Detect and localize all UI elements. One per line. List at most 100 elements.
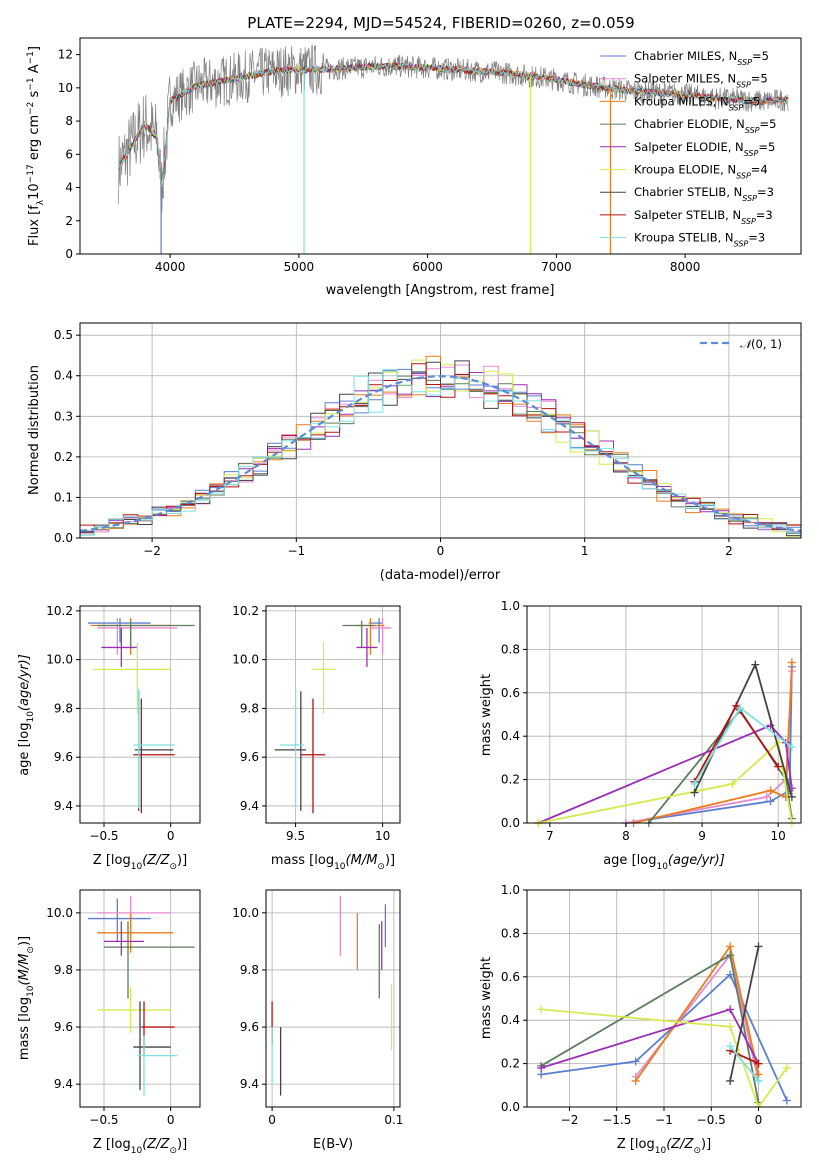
series-line (634, 944, 760, 1082)
axes-frame (265, 889, 401, 1108)
x-axis-label: Z [log10(Z/Z⊙)] (93, 1137, 187, 1156)
axes-frame (526, 889, 802, 1108)
series-marker (754, 1059, 763, 1068)
y-tick-label: 0.4 (54, 369, 73, 383)
y-tick-label: 0 (65, 247, 73, 261)
y-tick-label: 9.4 (240, 1077, 259, 1091)
legend-label: Chabrier ELODIE, NSSP=5 (634, 117, 776, 135)
y-tick-label: 9.6 (54, 750, 73, 764)
series-marker (762, 792, 771, 801)
x-tick-label: −1 (287, 544, 305, 558)
x-axis-label: Z [log10(Z/Z⊙)] (93, 853, 187, 872)
x-tick-label: 6000 (412, 260, 443, 274)
series-marker (690, 788, 699, 797)
x-tick-label: 9.5 (286, 829, 305, 843)
y-tick-label: 0.3 (54, 409, 73, 423)
y-tick-label: 0.2 (501, 1057, 520, 1071)
x-tick-label: 10 (375, 829, 390, 843)
axes-frame (526, 605, 802, 824)
series-marker (754, 1076, 763, 1085)
series-marker (766, 786, 775, 795)
x-tick-label: 8000 (670, 260, 701, 274)
y-tick-label: 9.4 (54, 799, 73, 813)
x-tick-label: 5000 (284, 260, 315, 274)
y-tick-label: 0.6 (501, 970, 520, 984)
y-tick-label: 0.0 (501, 1100, 520, 1114)
x-axis-label: E(B-V) (313, 1137, 353, 1152)
y-tick-label: 0.8 (501, 926, 520, 940)
plot-area (88, 618, 195, 814)
legend-label: Salpeter ELODIE, NSSP=5 (634, 140, 775, 158)
y-tick-label: 10.0 (46, 653, 73, 667)
x-tick-label: −0.5 (697, 1113, 726, 1127)
legend-label: Chabrier MILES, NSSP=5 (634, 49, 769, 67)
series-marker (537, 1005, 546, 1014)
series-marker (754, 942, 763, 951)
series-marker (751, 660, 760, 669)
y-tick-label: 9.6 (240, 1020, 259, 1034)
series-marker (726, 951, 735, 960)
panel-mass-vs-Z: −0.5 0 9.4 9.6 9.8 10.0 Z [log10(Z/Z⊙)] mass [l… (17, 889, 201, 1156)
series-line (633, 662, 793, 824)
x-axis-label: age [log10(age/yr)] (603, 853, 725, 872)
axes-frame (265, 605, 401, 824)
panel-age-vs-mass: 9.5 10 9.4 9.6 9.8 10.0 10.2 mass [log10(M/M⊙)] (232, 604, 401, 872)
x-tick-label: 10 (771, 829, 786, 843)
y-tick-label: 10.2 (46, 604, 73, 618)
y-axis-label: Flux [fλ10−17 erg cm−2 s−1 A−1] (26, 46, 46, 246)
plot-area (537, 942, 791, 1111)
series-marker (787, 743, 796, 752)
axes-frame (79, 889, 201, 1108)
series-line (729, 1045, 760, 1082)
y-tick-label: 1.0 (501, 883, 520, 897)
normal-curve (79, 375, 802, 532)
series-marker (787, 658, 796, 667)
x-tick-label: 2 (725, 544, 733, 558)
y-tick-label: 12 (58, 48, 73, 62)
axes-frame (79, 605, 201, 824)
plot-area (118, 44, 789, 254)
y-tick-label: 6 (65, 147, 73, 161)
x-tick-label: 0 (167, 1113, 175, 1127)
x-axis-label: wavelength [Angstrom, rest frame] (326, 283, 555, 298)
y-tick-label: 10.0 (232, 653, 259, 667)
y-tick-label: 9.4 (240, 799, 259, 813)
series-marker (728, 779, 737, 788)
series-marker (631, 1076, 640, 1085)
series-marker (690, 779, 699, 788)
y-tick-label: 0.4 (501, 1013, 520, 1027)
panel-residual-hist: −2 −1 0 1 2 0.0 0.1 0.2 0.3 0.4 0.5 (data-model)/er… (27, 322, 802, 583)
series-marker (787, 792, 796, 801)
legend-label: Chabrier STELIB, NSSP=3 (634, 185, 774, 203)
series-line (541, 973, 788, 1101)
y-tick-label: 8 (65, 114, 73, 128)
hist-step-line (80, 360, 801, 537)
series-marker (774, 762, 783, 771)
y-tick-label: 10.0 (46, 906, 73, 920)
x-tick-label: 9 (698, 829, 706, 843)
legend-label: Salpeter STELIB, NSSP=3 (634, 208, 773, 226)
y-tick-label: 10.0 (232, 906, 259, 920)
panel-massweight-vs-age: 7 8 9 10 0.0 0.2 0.4 0.6 0.8 1.0 age [log10(age/yr… (479, 599, 802, 872)
x-axis-label: Z [log10(Z/Z⊙)] (617, 1137, 711, 1156)
y-axis-label: mass weight (479, 674, 494, 756)
legend: Chabrier MILES, NSSP=5 Salpeter MILES, NS… (600, 49, 776, 248)
y-tick-label: 0.2 (501, 773, 520, 787)
series-line (729, 946, 760, 1082)
y-tick-label: 0.1 (54, 490, 73, 504)
x-tick-label: 4000 (155, 260, 186, 274)
x-tick-label: 1 (581, 544, 589, 558)
y-axis-label: mass weight (479, 957, 494, 1039)
y-tick-label: 9.8 (240, 963, 259, 977)
y-tick-label: 9.8 (54, 701, 73, 715)
series-line (625, 666, 793, 824)
x-tick-label: 7000 (541, 260, 572, 274)
panel-massweight-vs-Z: −2 −1.5 −1 −0.5 0 0.0 0.2 0.4 0.6 0.8 1.0 Z [log10(… (479, 883, 802, 1156)
legend-label: Kroupa MILES, NSSP=5 (634, 94, 760, 112)
series-marker (726, 1042, 735, 1051)
series-line (693, 662, 793, 798)
legend-label: Kroupa STELIB, NSSP=3 (634, 231, 765, 249)
series-line (693, 704, 779, 783)
panel-mass-vs-EBV: 0 0.1 9.4 9.6 9.8 10.0 E(B-V) (232, 889, 403, 1152)
